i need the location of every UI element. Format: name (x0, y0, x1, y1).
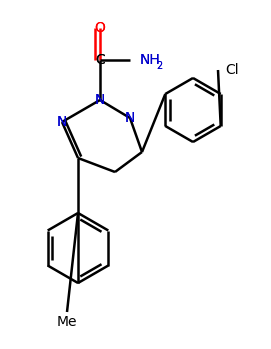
Text: NH: NH (140, 53, 161, 67)
Text: O: O (95, 21, 105, 35)
Text: C: C (95, 53, 105, 67)
Text: 2: 2 (156, 61, 162, 71)
Text: 2: 2 (156, 61, 162, 71)
Text: O: O (95, 21, 105, 35)
Text: N: N (125, 111, 135, 125)
Text: N: N (95, 93, 105, 107)
Text: NH: NH (140, 53, 161, 67)
Text: N: N (57, 115, 67, 129)
Text: N: N (125, 111, 135, 125)
Text: C: C (95, 53, 105, 67)
Text: Me: Me (57, 315, 77, 329)
Text: N: N (95, 93, 105, 107)
Text: N: N (57, 115, 67, 129)
Text: Cl: Cl (225, 63, 239, 77)
